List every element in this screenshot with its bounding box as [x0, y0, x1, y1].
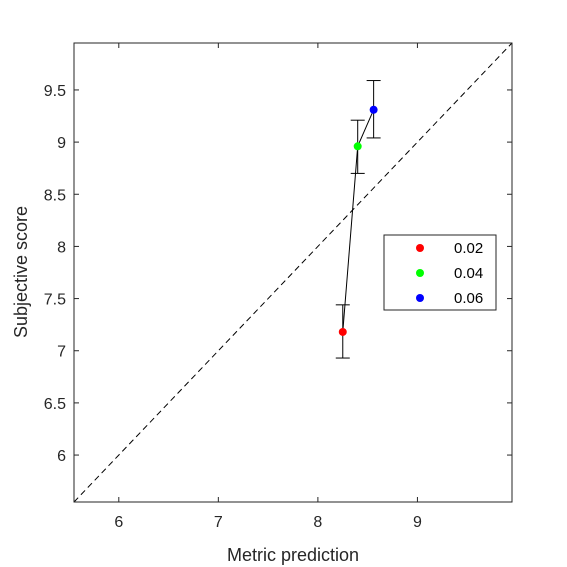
data-point-0.04: [353, 142, 362, 151]
x-tick-label: 8: [313, 514, 322, 531]
legend-marker-0.06: [416, 294, 424, 302]
ticks-layer: 6 7 8 9 6 6.5 7 7.5 8 8.5 9 9.5: [44, 43, 512, 531]
legend-marker-0.04: [416, 269, 424, 277]
series-layer: [335, 80, 381, 359]
y-tick-label: 6: [57, 448, 66, 465]
x-tick-label: 6: [114, 514, 123, 531]
plot-frame: [73, 42, 513, 503]
y-tick-label: 9.5: [44, 83, 66, 100]
x-tick-label: 7: [214, 514, 223, 531]
data-point-0.02: [338, 327, 347, 336]
legend-marker-0.02: [416, 244, 424, 252]
legend: 0.02 0.04 0.06: [383, 234, 497, 311]
y-tick-label: 7.5: [44, 292, 66, 309]
legend-box: [383, 234, 497, 311]
y-tick-label: 7: [57, 344, 66, 361]
reference-line: [73, 42, 513, 503]
y-tick-label: 9: [57, 135, 66, 152]
legend-label: 0.04: [454, 265, 483, 282]
legend-label: 0.02: [454, 240, 483, 257]
y-tick-label: 8: [57, 239, 66, 256]
x-tick-label: 9: [413, 514, 422, 531]
y-tick-label: 8.5: [44, 187, 66, 204]
x-axis-label: Metric prediction: [227, 545, 359, 565]
data-point-0.06: [369, 105, 378, 114]
y-tick-label: 6.5: [44, 396, 66, 413]
legend-label: 0.06: [454, 290, 483, 307]
reference-line-layer: [73, 42, 513, 503]
y-axis-label: Subjective score: [11, 206, 31, 338]
